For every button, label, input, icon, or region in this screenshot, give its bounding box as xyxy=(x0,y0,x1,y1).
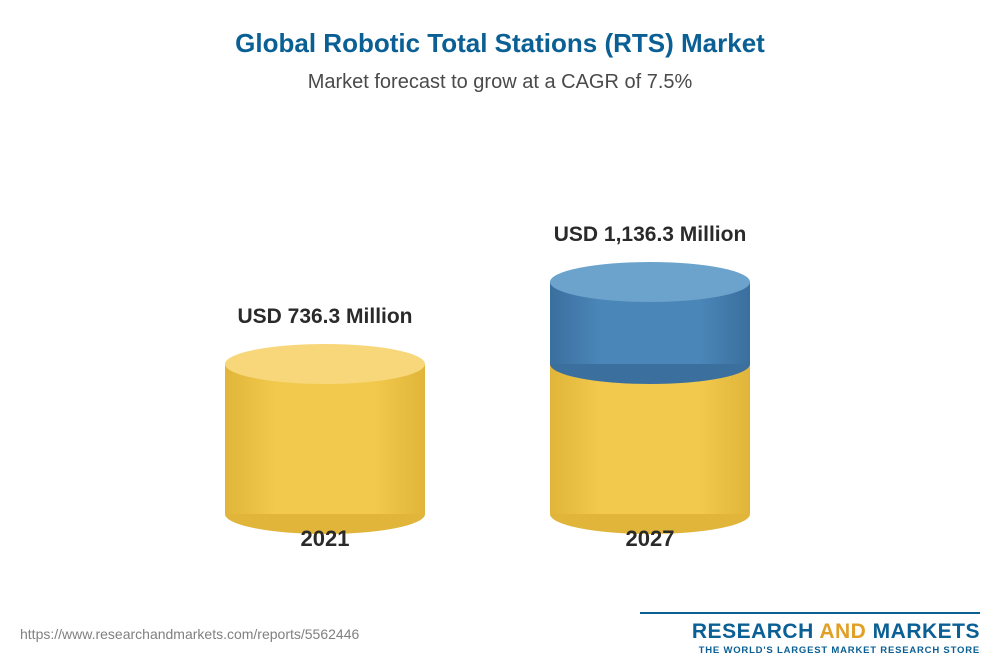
cyl-top-ellipse xyxy=(550,262,750,302)
cylinder-2021: USD 736.3 Million 2021 xyxy=(225,344,425,514)
source-url: https://www.researchandmarkets.com/repor… xyxy=(20,626,359,642)
chart-subtitle: Market forecast to grow at a CAGR of 7.5… xyxy=(0,59,1000,94)
chart-title: Global Robotic Total Stations (RTS) Mark… xyxy=(0,0,1000,59)
logo-word-research: RESEARCH xyxy=(692,620,814,643)
logo-tagline: THE WORLD'S LARGEST MARKET RESEARCH STOR… xyxy=(640,645,980,656)
logo-word-markets: MARKETS xyxy=(873,620,980,643)
footer: https://www.researchandmarkets.com/repor… xyxy=(0,609,1000,667)
brand-logo: RESEARCH AND MARKETS THE WORLD'S LARGEST… xyxy=(640,612,980,656)
chart-area: USD 736.3 Million 2021 USD 1,136.3 Milli… xyxy=(0,114,1000,544)
year-label-2027: 2027 xyxy=(550,526,750,552)
logo-word-and: AND xyxy=(819,620,866,643)
logo-text: RESEARCH AND MARKETS xyxy=(640,620,980,644)
cyl-body xyxy=(225,364,425,514)
cylinder-2027: USD 1,136.3 Million 2027 xyxy=(550,262,750,514)
value-label-2021: USD 736.3 Million xyxy=(195,305,455,329)
cyl-top-ellipse xyxy=(225,344,425,384)
value-label-2027: USD 1,136.3 Million xyxy=(520,223,780,247)
cyl-body-lower xyxy=(550,364,750,514)
year-label-2021: 2021 xyxy=(225,526,425,552)
